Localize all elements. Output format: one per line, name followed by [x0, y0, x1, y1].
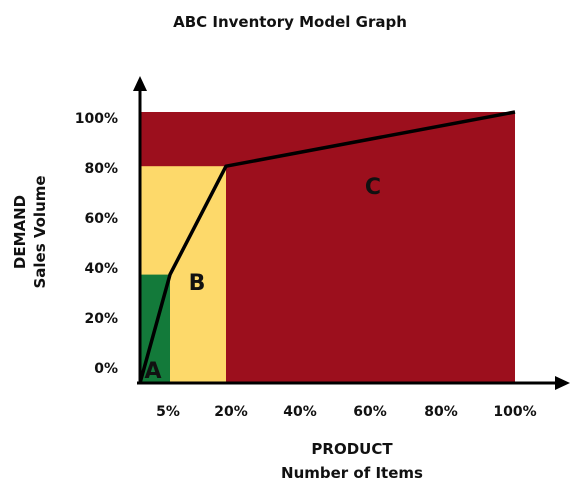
x-tick-label: 5% [156, 404, 180, 420]
x-tick-label: 40% [283, 404, 317, 420]
x-axis-arrow-icon [555, 376, 570, 390]
x-tick-label: 20% [214, 404, 248, 420]
axes [133, 76, 570, 390]
y-ticks: 0% 20% 40% 60% 80% 100% [75, 111, 118, 377]
y-axis-title: DEMAND Sales Volume [11, 175, 49, 288]
x-axis-label-line2: Number of Items [281, 464, 423, 482]
x-tick-label: 80% [424, 404, 458, 420]
chart-title: ABC Inventory Model Graph [173, 13, 407, 31]
y-tick-label: 40% [84, 261, 118, 277]
x-tick-label: 60% [353, 404, 387, 420]
cumulative-demand-line [138, 110, 516, 384]
y-axis-arrow-icon [133, 76, 147, 91]
x-tick-label: 100% [493, 404, 536, 420]
zone-label-b: B [189, 271, 206, 296]
y-tick-label: 20% [84, 311, 118, 327]
y-axis-label-line1: DEMAND [11, 195, 29, 269]
x-axis-label-line1: PRODUCT [311, 440, 393, 458]
zone-label-a: A [144, 359, 161, 384]
zones-layer [140, 112, 515, 383]
zone-labels: A B C [144, 175, 381, 384]
y-tick-label: 100% [75, 111, 118, 127]
y-tick-label: 80% [84, 161, 118, 177]
x-ticks: 5% 20% 40% 60% 80% 100% [156, 404, 537, 420]
y-axis-label-line2: Sales Volume [31, 175, 49, 288]
y-tick-label: 60% [84, 211, 118, 227]
curve-layer [138, 110, 516, 384]
zone-label-c: C [365, 175, 381, 200]
y-tick-label: 0% [94, 361, 118, 377]
